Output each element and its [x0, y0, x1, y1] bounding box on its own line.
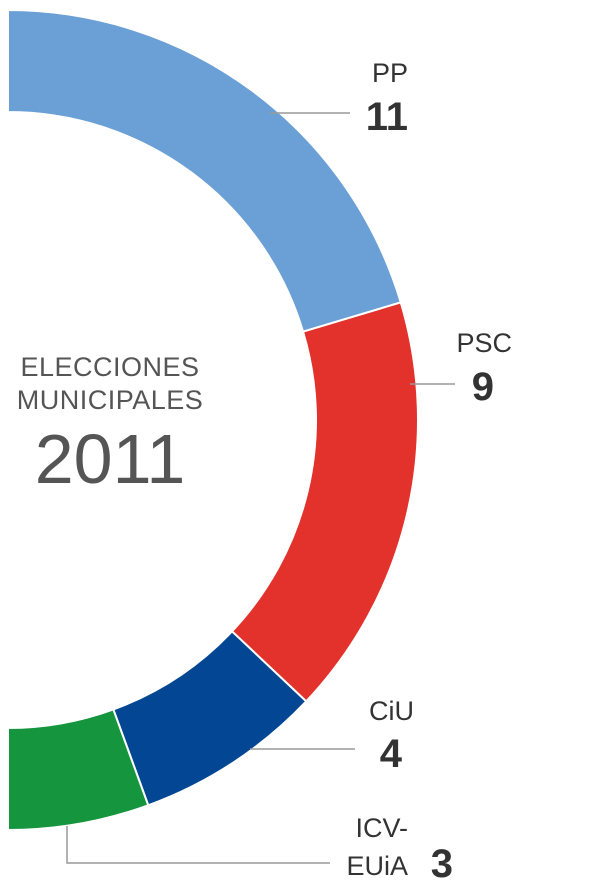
label-name-icv-euia-1: ICV- — [355, 813, 408, 843]
label-name-ciu: CiU — [369, 696, 414, 726]
label-name-icv-euia-2: EUiA — [346, 851, 408, 881]
center-label: ELECCIONES MUNICIPALES 2011 — [17, 352, 204, 498]
label-seats-icv-euia: 3 — [431, 842, 453, 885]
arc-pp — [7, 8, 403, 333]
label-name-psc: PSC — [456, 328, 512, 358]
arc-psc — [230, 301, 419, 703]
center-label-line1: ELECCIONES — [20, 352, 199, 382]
chart-labels: PP 11 PSC 9 CiU 4 ICV- EUiA 3 — [346, 58, 512, 885]
label-seats-pp: 11 — [366, 95, 408, 139]
center-label-line2: MUNICIPALES — [17, 385, 204, 415]
chart-arcs — [7, 8, 419, 832]
chart-leader-lines — [66, 112, 455, 864]
label-name-pp: PP — [372, 58, 408, 88]
arc-icv-euia — [7, 708, 150, 832]
leader-line-icv-euia — [66, 826, 330, 864]
label-seats-ciu: 4 — [380, 732, 403, 776]
center-label-year: 2011 — [35, 420, 186, 498]
label-seats-psc: 9 — [472, 365, 494, 409]
